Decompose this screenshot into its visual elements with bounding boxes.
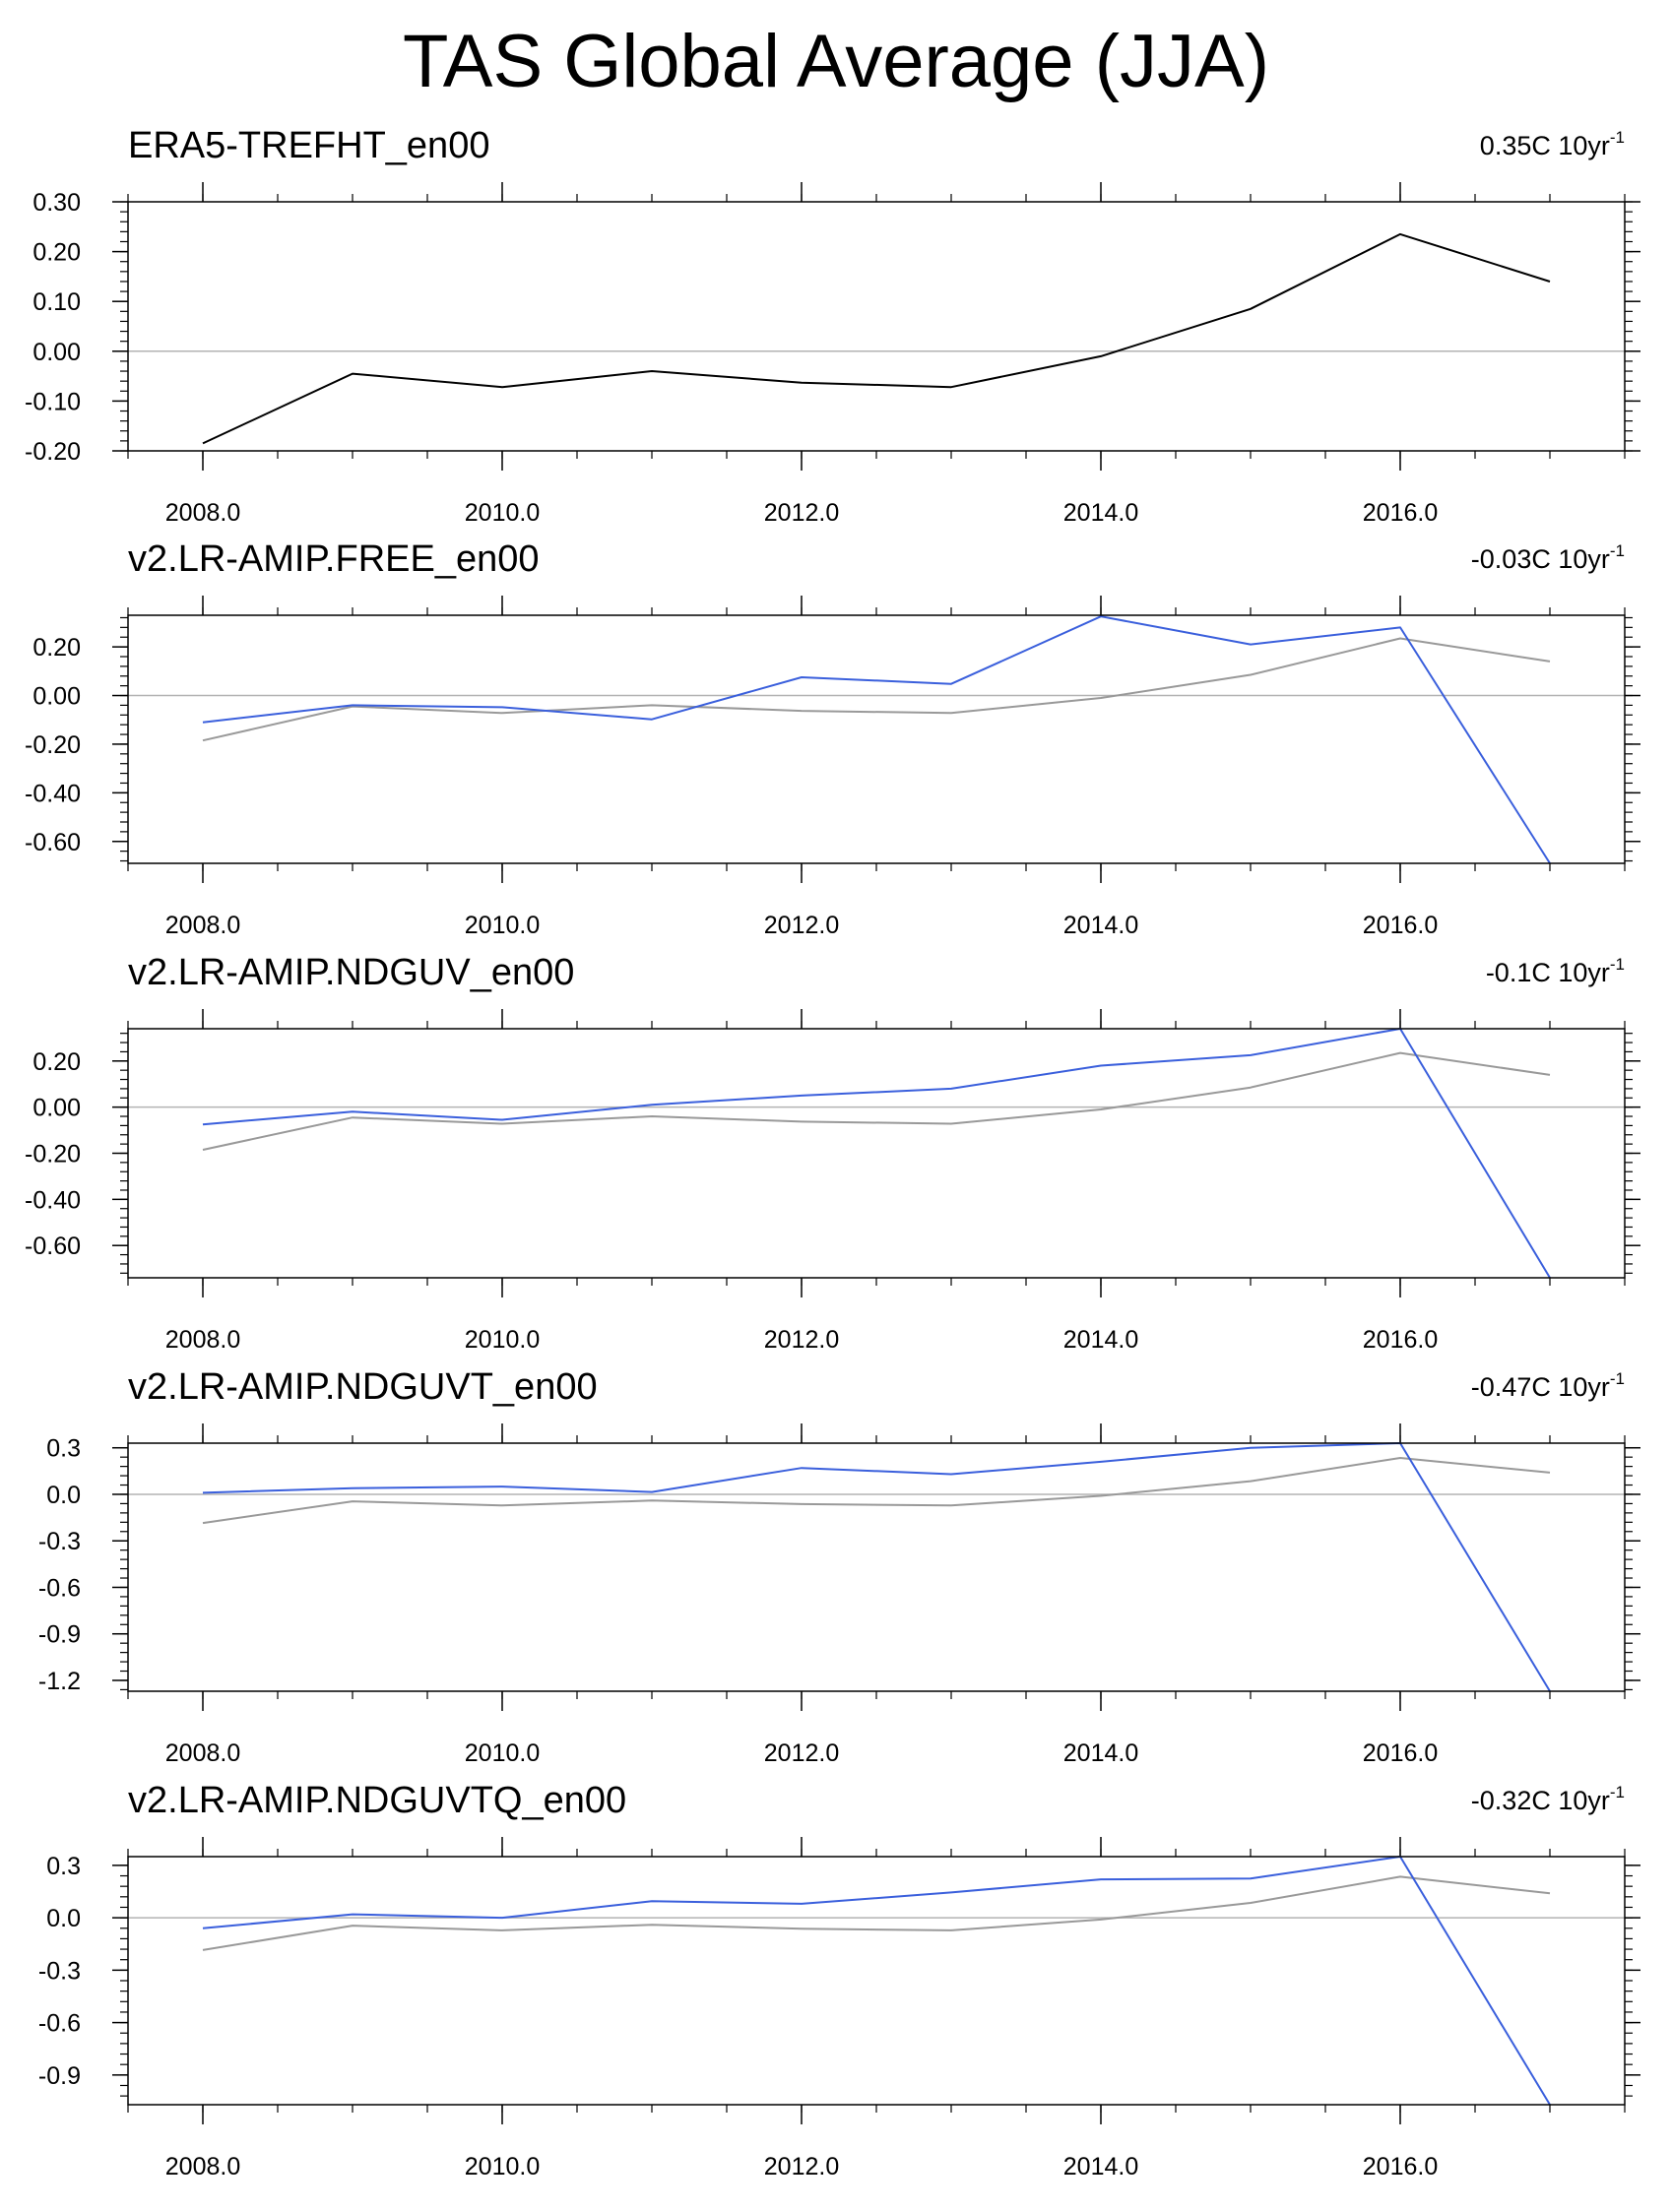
y-tick-label: -1.2 <box>38 1668 81 1695</box>
trend-annotation: 0.35C 10yr-1 <box>1480 128 1625 160</box>
panel-title: v2.LR-AMIP.NDGUVTQ_en00 <box>128 1780 626 1821</box>
chart-panel-2: v2.LR-AMIP.FREE_en00 -0.03C 10yr-1 -0.60 -0… <box>25 538 1640 939</box>
x-tick-label: 2014.0 <box>1063 1739 1138 1767</box>
x-tick-label: 2016.0 <box>1363 912 1438 939</box>
y-tick-label: -0.20 <box>25 438 81 466</box>
y-tick-label: -0.9 <box>38 2062 81 2090</box>
y-tick-label: -0.60 <box>25 1232 81 1260</box>
trend-annotation: -0.47C 10yr-1 <box>1471 1369 1625 1402</box>
x-tick-label: 2010.0 <box>465 499 540 527</box>
x-tick-label: 2014.0 <box>1063 1326 1138 1354</box>
x-tick-label: 2012.0 <box>764 912 839 939</box>
series-line-1 <box>202 232 1551 445</box>
trend-exponent: -1 <box>1610 955 1625 974</box>
y-tick-label: -0.20 <box>25 731 81 759</box>
series-line-1 <box>202 637 1551 742</box>
x-tick-label: 2012.0 <box>764 499 839 527</box>
trend-exponent: -1 <box>1610 1783 1625 1801</box>
x-tick-label: 2014.0 <box>1063 912 1138 939</box>
y-tick-label: -0.3 <box>38 1957 81 1985</box>
plot-frame <box>127 201 1626 452</box>
x-tick-label: 2016.0 <box>1363 2153 1438 2180</box>
y-tick-label: -0.40 <box>25 1186 81 1214</box>
y-tick-label: 0.0 <box>46 1905 81 1932</box>
y-tick-label: 0.00 <box>32 339 81 366</box>
plot-frame <box>127 614 1626 864</box>
series-line-1 <box>202 1875 1551 1951</box>
x-tick-label: 2008.0 <box>165 912 240 939</box>
trend-annotation: -0.03C 10yr-1 <box>1471 541 1625 574</box>
y-tick-label: 0.30 <box>32 189 81 217</box>
trend-annotation: -0.1C 10yr-1 <box>1486 955 1625 987</box>
trend-value: -0.47C 10yr <box>1471 1372 1610 1402</box>
x-tick-label: 2012.0 <box>764 1326 839 1354</box>
trend-exponent: -1 <box>1610 1369 1625 1388</box>
panel-title: v2.LR-AMIP.FREE_en00 <box>128 538 540 580</box>
y-tick-label: -0.6 <box>38 1574 81 1602</box>
plot-frame <box>127 1442 1626 1692</box>
trend-value: -0.03C 10yr <box>1471 544 1610 574</box>
chart-panel-5: v2.LR-AMIP.NDGUVTQ_en00 -0.32C 10yr-1 -0.9… <box>38 1780 1640 2180</box>
y-tick-label: -0.3 <box>38 1528 81 1555</box>
panel-title: v2.LR-AMIP.NDGUV_en00 <box>128 952 574 993</box>
y-tick-label: -0.40 <box>25 780 81 807</box>
x-tick-label: 2012.0 <box>764 1739 839 1767</box>
y-tick-label: -0.9 <box>38 1621 81 1649</box>
x-tick-label: 2010.0 <box>465 912 540 939</box>
series-line-2 <box>202 1442 1551 1692</box>
chart-panel-4: v2.LR-AMIP.NDGUVT_en00 -0.47C 10yr-1 -1.2 -… <box>38 1366 1640 1767</box>
trend-annotation: -0.32C 10yr-1 <box>1471 1783 1625 1815</box>
x-tick-label: 2016.0 <box>1363 499 1438 527</box>
y-tick-label: 0.3 <box>46 1853 81 1880</box>
plot-frame <box>127 1028 1626 1279</box>
y-tick-label: -0.60 <box>25 829 81 856</box>
panel-title: v2.LR-AMIP.NDGUVT_en00 <box>128 1366 598 1408</box>
y-tick-label: 0.00 <box>32 1095 81 1122</box>
x-tick-label: 2010.0 <box>465 1739 540 1767</box>
trend-exponent: -1 <box>1610 128 1625 147</box>
y-tick-label: 0.00 <box>32 683 81 711</box>
y-tick-label: 0.10 <box>32 288 81 316</box>
series-line-1 <box>202 1457 1551 1525</box>
panel-title: ERA5-TREFHT_en00 <box>128 125 489 166</box>
y-tick-label: 0.20 <box>32 239 81 267</box>
page-title: TAS Global Average (JJA) <box>402 20 1269 103</box>
trend-value: -0.1C 10yr <box>1486 958 1610 987</box>
x-tick-label: 2010.0 <box>465 1326 540 1354</box>
x-tick-label: 2016.0 <box>1363 1739 1438 1767</box>
trend-value: -0.32C 10yr <box>1471 1786 1610 1815</box>
series-line-2 <box>202 615 1551 864</box>
x-tick-label: 2008.0 <box>165 1739 240 1767</box>
x-tick-label: 2016.0 <box>1363 1326 1438 1354</box>
x-tick-label: 2010.0 <box>465 2153 540 2180</box>
x-tick-label: 2014.0 <box>1063 499 1138 527</box>
series-line-2 <box>202 1856 1551 2106</box>
y-tick-label: 0.0 <box>46 1482 81 1509</box>
x-tick-label: 2008.0 <box>165 1326 240 1354</box>
series-line-2 <box>202 1028 1551 1279</box>
chart-panel-1: ERA5-TREFHT_en00 0.35C 10yr-1 -0.20 -0.10 0.… <box>25 125 1640 527</box>
chart-panel-3: v2.LR-AMIP.NDGUV_en00 -0.1C 10yr-1 -0.60 -0… <box>25 952 1640 1354</box>
y-tick-label: -0.6 <box>38 2010 81 2038</box>
y-tick-label: -0.10 <box>25 388 81 415</box>
series-line-1 <box>202 1051 1551 1151</box>
y-tick-label: 0.3 <box>46 1435 81 1463</box>
y-tick-label: -0.20 <box>25 1141 81 1169</box>
plot-frame <box>127 1856 1626 2106</box>
x-tick-label: 2008.0 <box>165 499 240 527</box>
y-tick-label: 0.20 <box>32 634 81 662</box>
x-tick-label: 2014.0 <box>1063 2153 1138 2180</box>
trend-exponent: -1 <box>1610 541 1625 560</box>
x-tick-label: 2008.0 <box>165 2153 240 2180</box>
y-tick-label: 0.20 <box>32 1048 81 1076</box>
trend-value: 0.35C 10yr <box>1480 131 1610 160</box>
x-tick-label: 2012.0 <box>764 2153 839 2180</box>
